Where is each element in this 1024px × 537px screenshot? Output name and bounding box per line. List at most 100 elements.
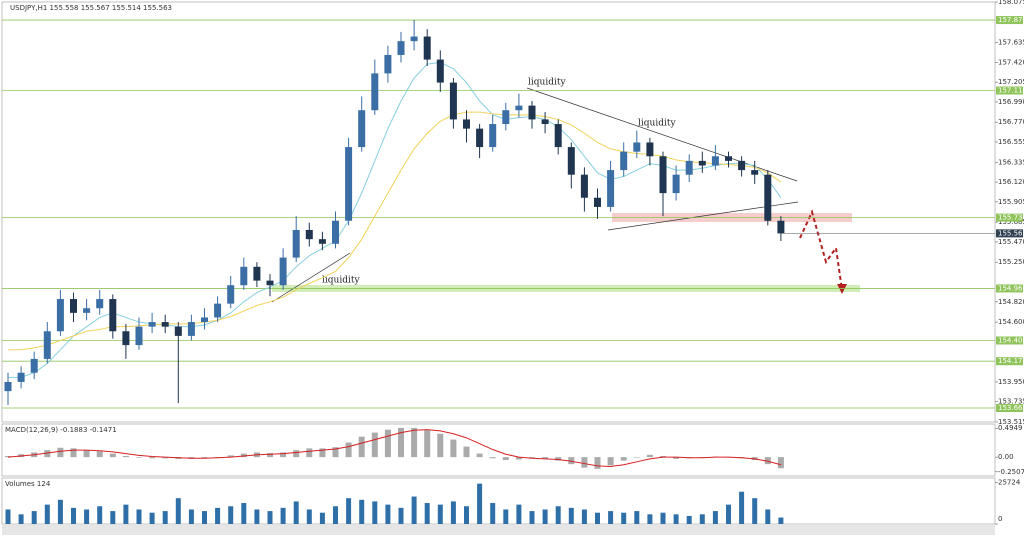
volume-bar: [516, 504, 522, 524]
volume-bar: [202, 511, 207, 524]
candle-body: [489, 124, 497, 148]
volume-bar: [188, 509, 194, 524]
candle-body: [305, 229, 313, 240]
candle-body: [698, 160, 706, 166]
y-tick-label: -0.2507: [998, 468, 1024, 476]
macd-bar: [358, 436, 365, 458]
volume-bar: [529, 511, 535, 524]
volume-bar: [359, 499, 365, 524]
volume-bar: [765, 509, 771, 524]
macd-bar: [384, 429, 391, 458]
volume-bar: [136, 509, 142, 524]
volume-bar: [568, 507, 574, 524]
volume-bar: [306, 509, 312, 524]
forecast-arrow: [799, 209, 843, 291]
macd-signal: [7, 429, 782, 467]
y-tick-label: 158.075: [998, 0, 1024, 6]
volume-bar: [293, 501, 299, 524]
macd-bar: [489, 457, 496, 459]
volume-bar: [778, 517, 784, 524]
annotation: liquidity: [322, 276, 360, 286]
level-label: 155.734: [998, 214, 1024, 222]
macd-bar: [227, 455, 234, 458]
volume-bar: [752, 498, 758, 524]
candle-body: [751, 170, 759, 175]
candle-body: [476, 128, 484, 148]
volume-bar: [319, 512, 325, 524]
main-panel: [1, 1, 996, 423]
macd-bar: [332, 447, 339, 458]
candle-body: [646, 142, 654, 157]
candle-body: [148, 322, 156, 327]
volume-bar: [110, 511, 116, 524]
volume-bar: [372, 501, 378, 524]
candle-body: [725, 156, 732, 161]
macd-bar: [463, 446, 470, 458]
volume-bar: [280, 507, 286, 524]
candle-body: [384, 54, 392, 74]
candle-body: [541, 119, 549, 125]
volume-bar: [712, 511, 718, 524]
y-tick-label: 154.820: [998, 298, 1024, 306]
candle-body: [738, 160, 746, 171]
candle-body: [423, 36, 431, 60]
candle-body: [214, 303, 222, 318]
candle-body: [30, 358, 38, 373]
volume-bar: [542, 509, 548, 524]
level-label: 154.400: [998, 336, 1024, 344]
last-price-tag: [996, 229, 1023, 238]
volume-bar: [5, 509, 11, 524]
y-tick-label: 154.600: [998, 318, 1024, 326]
trendline: [271, 252, 351, 303]
macd-bar: [162, 457, 169, 459]
macd-bar: [201, 457, 208, 459]
volume-bar: [385, 504, 391, 524]
moving-average: [8, 61, 782, 378]
macd-bar: [96, 451, 103, 458]
volume-title: Volumes 124: [5, 480, 51, 488]
volume-bar: [477, 483, 483, 524]
candle-body: [594, 197, 601, 207]
level-label: 153.667: [998, 404, 1024, 412]
macd-bar: [149, 457, 156, 459]
time-axis: [2, 525, 995, 535]
candle-body: [685, 160, 693, 175]
volume-bar: [647, 514, 653, 524]
volume-bar: [660, 512, 666, 524]
candle-body: [764, 174, 772, 221]
level-label: 157.114: [998, 87, 1024, 95]
y-tick-label: 156.120: [998, 178, 1024, 186]
volume-bar: [84, 509, 90, 524]
volume-bar: [450, 501, 456, 524]
candle-body: [56, 299, 64, 332]
macd-bar: [620, 457, 627, 461]
candle-body: [515, 105, 523, 111]
volume-bar: [162, 511, 168, 524]
y-tick-label: 156.770: [998, 118, 1024, 126]
volume-bar: [123, 504, 129, 524]
volume-bar: [490, 503, 496, 524]
macd-bar: [529, 457, 535, 459]
macd-bar: [267, 453, 273, 458]
volume-bar: [398, 507, 404, 524]
level-tag: [996, 86, 1023, 95]
y-tick-label: 157.635: [998, 39, 1024, 47]
volume-bar: [411, 496, 417, 524]
macd-bar: [555, 457, 562, 461]
volume-panel: [1, 477, 996, 525]
volume-bar: [31, 511, 37, 524]
volume-bar: [686, 515, 692, 524]
candle-body: [17, 372, 25, 382]
last-price-label: 155.563: [998, 229, 1024, 237]
macd-bar: [424, 430, 431, 458]
macd-title: MACD(12,26,9) -0.1883 -0.1471: [5, 426, 117, 434]
macd-bar: [646, 454, 653, 458]
level-tag: [996, 357, 1023, 366]
y-tick-label: 155.685: [998, 218, 1024, 226]
y-tick-label: 156.555: [998, 138, 1024, 146]
candle-body: [397, 41, 405, 55]
volume-bar: [57, 499, 63, 524]
volume-bar: [267, 511, 273, 524]
volume-bar: [581, 509, 587, 524]
